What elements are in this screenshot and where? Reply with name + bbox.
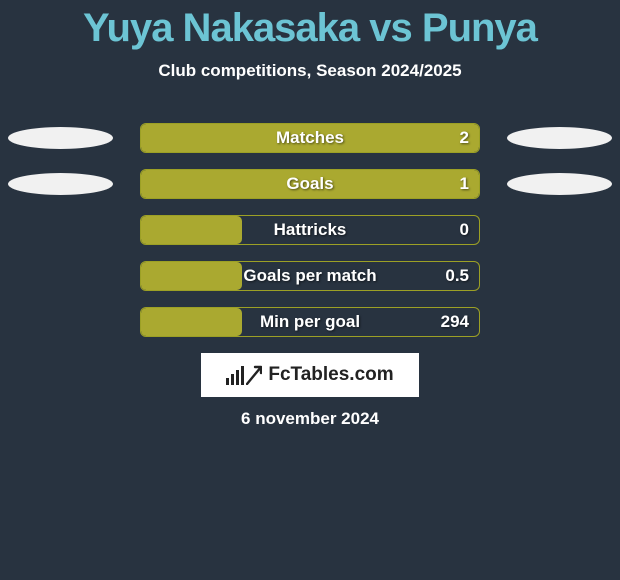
stat-value: 2 xyxy=(460,124,469,152)
stat-value: 0 xyxy=(460,216,469,244)
subtitle: Club competitions, Season 2024/2025 xyxy=(0,61,620,81)
stat-value: 1 xyxy=(460,170,469,198)
stat-label: Min per goal xyxy=(260,308,360,336)
stat-bar: Matches 2 xyxy=(140,123,480,153)
stat-bar: Hattricks 0 xyxy=(140,215,480,245)
stat-bar: Goals per match 0.5 xyxy=(140,261,480,291)
stats-card: Yuya Nakasaka vs Punya Club competitions… xyxy=(0,0,620,580)
stat-label: Goals per match xyxy=(243,262,376,290)
stat-label: Goals xyxy=(286,170,333,198)
brand-icon xyxy=(226,365,262,385)
stat-row: Goals per match 0.5 xyxy=(0,261,620,293)
stat-value: 0.5 xyxy=(445,262,469,290)
stat-label: Hattricks xyxy=(274,216,347,244)
stat-bar-fill xyxy=(141,308,242,336)
brand-text: FcTables.com xyxy=(268,364,393,386)
brand-arrow-icon xyxy=(246,365,262,385)
page-title: Yuya Nakasaka vs Punya xyxy=(0,0,620,51)
stat-bar-fill xyxy=(141,216,242,244)
stat-bar: Min per goal 294 xyxy=(140,307,480,337)
player-slot-left xyxy=(8,173,113,195)
player-slot-left xyxy=(8,127,113,149)
player-slot-right xyxy=(507,173,612,195)
stat-bar-fill xyxy=(141,262,242,290)
player-slot-right xyxy=(507,127,612,149)
stat-label: Matches xyxy=(276,124,344,152)
stat-row: Matches 2 xyxy=(0,123,620,155)
stat-bar: Goals 1 xyxy=(140,169,480,199)
stat-value: 294 xyxy=(441,308,469,336)
date-label: 6 november 2024 xyxy=(0,409,620,429)
stat-row: Goals 1 xyxy=(0,169,620,201)
brand-box[interactable]: FcTables.com xyxy=(201,353,419,397)
stat-row: Hattricks 0 xyxy=(0,215,620,247)
stat-row: Min per goal 294 xyxy=(0,307,620,339)
